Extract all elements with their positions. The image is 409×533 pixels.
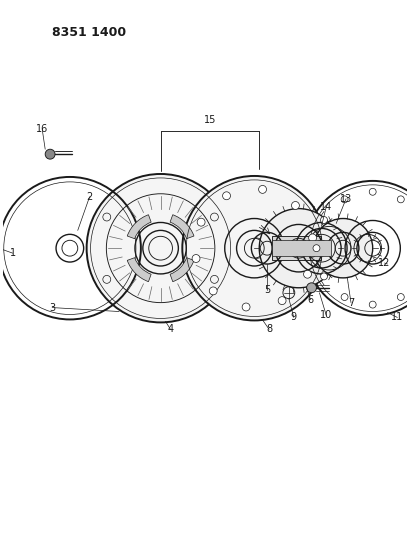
Circle shape — [222, 192, 230, 200]
Wedge shape — [127, 215, 151, 239]
Text: 14: 14 — [319, 201, 332, 212]
Circle shape — [45, 149, 55, 159]
Circle shape — [192, 255, 200, 262]
Text: 8351 1400: 8351 1400 — [52, 26, 126, 39]
Wedge shape — [170, 257, 193, 281]
Circle shape — [303, 270, 311, 278]
Bar — [272, 236, 321, 260]
Circle shape — [312, 245, 319, 252]
Circle shape — [308, 234, 316, 242]
Bar — [272, 240, 330, 256]
Text: 11: 11 — [390, 312, 402, 322]
Circle shape — [182, 176, 326, 320]
Circle shape — [86, 174, 234, 322]
Text: 2: 2 — [86, 192, 92, 201]
Text: 13: 13 — [339, 193, 351, 204]
Circle shape — [396, 294, 403, 301]
Circle shape — [277, 297, 285, 304]
Text: 3: 3 — [49, 303, 55, 312]
Circle shape — [340, 196, 347, 203]
Circle shape — [197, 218, 204, 226]
Circle shape — [340, 294, 347, 301]
Wedge shape — [170, 215, 193, 239]
Circle shape — [320, 216, 327, 223]
Circle shape — [242, 303, 249, 311]
Circle shape — [313, 219, 372, 278]
Text: 12: 12 — [378, 258, 390, 268]
Text: 15: 15 — [203, 115, 216, 125]
Circle shape — [306, 283, 316, 293]
Text: 8: 8 — [265, 325, 272, 334]
Text: 1: 1 — [9, 248, 16, 258]
Text: 7: 7 — [347, 297, 353, 308]
Text: 5: 5 — [263, 285, 270, 295]
Text: 4: 4 — [167, 325, 173, 334]
Text: 16: 16 — [36, 124, 48, 134]
Text: 6: 6 — [307, 295, 313, 305]
Text: 9: 9 — [290, 312, 296, 322]
Circle shape — [258, 208, 337, 288]
Circle shape — [396, 196, 403, 203]
Wedge shape — [127, 257, 151, 281]
Circle shape — [258, 185, 266, 193]
Circle shape — [291, 201, 299, 209]
Circle shape — [369, 301, 375, 308]
Circle shape — [369, 188, 375, 195]
Circle shape — [209, 287, 217, 295]
Circle shape — [320, 273, 327, 280]
Text: 10: 10 — [319, 311, 332, 320]
